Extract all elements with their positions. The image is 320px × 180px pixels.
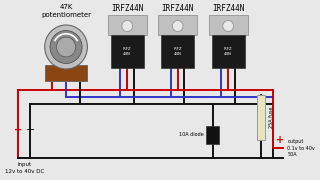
Bar: [158, 15, 197, 35]
Text: IRFZ44N: IRFZ44N: [212, 4, 244, 13]
Bar: [206, 126, 220, 144]
Circle shape: [45, 25, 87, 69]
Circle shape: [50, 30, 82, 64]
Text: +: +: [14, 125, 22, 135]
Text: IRFZ
44N: IRFZ 44N: [173, 47, 182, 56]
Text: input
12v to 40v DC: input 12v to 40v DC: [5, 162, 44, 174]
Text: IRFZ
44N: IRFZ 44N: [123, 47, 132, 56]
Text: 10A diode: 10A diode: [179, 132, 204, 138]
Bar: [257, 95, 265, 140]
Circle shape: [122, 21, 132, 31]
Text: IRFZ44N: IRFZ44N: [111, 4, 143, 13]
Text: IRFZ
44N: IRFZ 44N: [224, 47, 232, 56]
Bar: [161, 35, 194, 68]
Text: IRFZ44N: IRFZ44N: [162, 4, 194, 13]
Text: −: −: [26, 125, 35, 135]
Text: output
0.1v to 40v
50A: output 0.1v to 40v 50A: [287, 139, 315, 157]
Circle shape: [223, 21, 234, 31]
Text: 47K
potentiometer: 47K potentiometer: [41, 4, 91, 17]
Bar: [108, 15, 147, 35]
Circle shape: [172, 21, 183, 31]
Bar: [111, 35, 144, 68]
Text: 25A fuse: 25A fuse: [269, 107, 274, 128]
Circle shape: [56, 37, 76, 57]
Bar: [212, 35, 245, 68]
Bar: [45, 65, 87, 81]
Text: +: +: [276, 135, 284, 145]
Bar: [209, 15, 248, 35]
